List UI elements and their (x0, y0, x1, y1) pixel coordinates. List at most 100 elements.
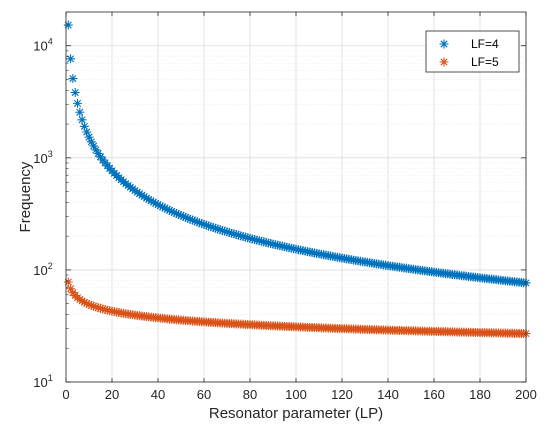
x-tick-label: 100 (285, 387, 307, 402)
data-point (70, 88, 80, 98)
data-point (224, 228, 234, 238)
data-point (181, 212, 191, 222)
data-point (151, 198, 161, 208)
data-point (261, 237, 271, 247)
data-point (142, 193, 151, 203)
data-point (259, 237, 269, 247)
data-point (153, 200, 163, 210)
data-point (91, 145, 101, 155)
data-point (257, 236, 266, 246)
y-tick-label: 101 (33, 373, 52, 390)
legend-marker (439, 57, 449, 67)
data-point (75, 294, 85, 304)
series-layer (63, 20, 531, 339)
x-tick-label: 40 (151, 387, 165, 402)
data-point (86, 300, 96, 310)
data-point (227, 228, 237, 238)
data-point (188, 215, 197, 225)
data-point (162, 204, 172, 214)
data-point (208, 222, 218, 232)
data-point (148, 197, 158, 207)
data-point (178, 211, 188, 221)
data-point (137, 190, 147, 200)
y-tick-label: 103 (33, 149, 52, 166)
series-LF=4 (63, 20, 531, 288)
data-point (63, 277, 73, 287)
data-point (211, 223, 220, 233)
data-point (234, 230, 243, 240)
data-point (245, 233, 255, 243)
data-point (183, 213, 193, 223)
data-point (96, 152, 105, 162)
data-point (100, 305, 110, 315)
data-point (222, 227, 232, 237)
x-tick-label: 80 (243, 387, 257, 402)
x-tick-label: 0 (62, 387, 69, 402)
data-point (84, 132, 94, 142)
data-point (197, 219, 207, 229)
data-point (194, 218, 204, 228)
data-point (174, 209, 184, 219)
data-point (146, 196, 156, 206)
data-point (240, 232, 250, 242)
x-axis-label: Resonator parameter (LP) (209, 405, 383, 422)
tick-labels: 0 20 40 60 80 100 120 140 160 180 200 101 102 103 104 (33, 37, 537, 402)
series-LF=5 (63, 277, 531, 339)
data-point (165, 205, 174, 215)
data-point (68, 74, 78, 84)
x-tick-label: 200 (515, 387, 537, 402)
data-point (98, 304, 108, 314)
data-point (176, 210, 186, 220)
data-point (139, 192, 149, 202)
data-point (220, 226, 230, 236)
data-point (73, 98, 82, 108)
data-point (75, 107, 85, 117)
data-point (171, 208, 181, 218)
data-point (206, 222, 216, 232)
x-tick-label: 120 (331, 387, 353, 402)
y-tick-label: 102 (33, 261, 52, 278)
x-tick-label: 20 (105, 387, 119, 402)
data-point (89, 141, 99, 151)
data-point (96, 303, 105, 313)
data-point (243, 233, 253, 243)
data-point (82, 298, 92, 308)
y-tick-label: 104 (33, 37, 52, 54)
data-point (93, 149, 103, 159)
data-point (91, 302, 101, 312)
data-point (252, 235, 262, 245)
data-point (190, 216, 200, 226)
data-point (213, 224, 223, 234)
data-point (169, 207, 179, 217)
data-point (82, 127, 92, 137)
legend-label: LF=5 (471, 55, 499, 69)
x-tick-label: 140 (377, 387, 399, 402)
x-tick-label: 180 (469, 387, 491, 402)
legend-entries: LF=4 LF=5 (439, 37, 499, 69)
data-point (217, 225, 227, 235)
x-tick-label: 60 (197, 387, 211, 402)
data-point (167, 206, 177, 216)
data-point (215, 225, 225, 235)
data-point (66, 54, 76, 64)
data-point (77, 115, 87, 125)
legend-marker (439, 39, 449, 49)
data-point (204, 221, 214, 231)
data-point (231, 230, 241, 240)
legend: LF=4 LF=5 (425, 30, 520, 73)
data-point (201, 220, 211, 230)
data-point (135, 189, 145, 199)
data-point (160, 203, 170, 213)
data-point (86, 137, 96, 147)
data-point (89, 301, 99, 311)
legend-label: LF=4 (471, 37, 499, 51)
data-point (93, 303, 103, 313)
x-tick-label: 160 (423, 387, 445, 402)
data-point (63, 20, 73, 30)
data-point (250, 235, 260, 245)
data-point (229, 229, 239, 239)
data-point (66, 284, 76, 294)
data-point (79, 297, 89, 307)
data-point (79, 121, 89, 131)
y-axis-label: Frequency (17, 161, 34, 232)
